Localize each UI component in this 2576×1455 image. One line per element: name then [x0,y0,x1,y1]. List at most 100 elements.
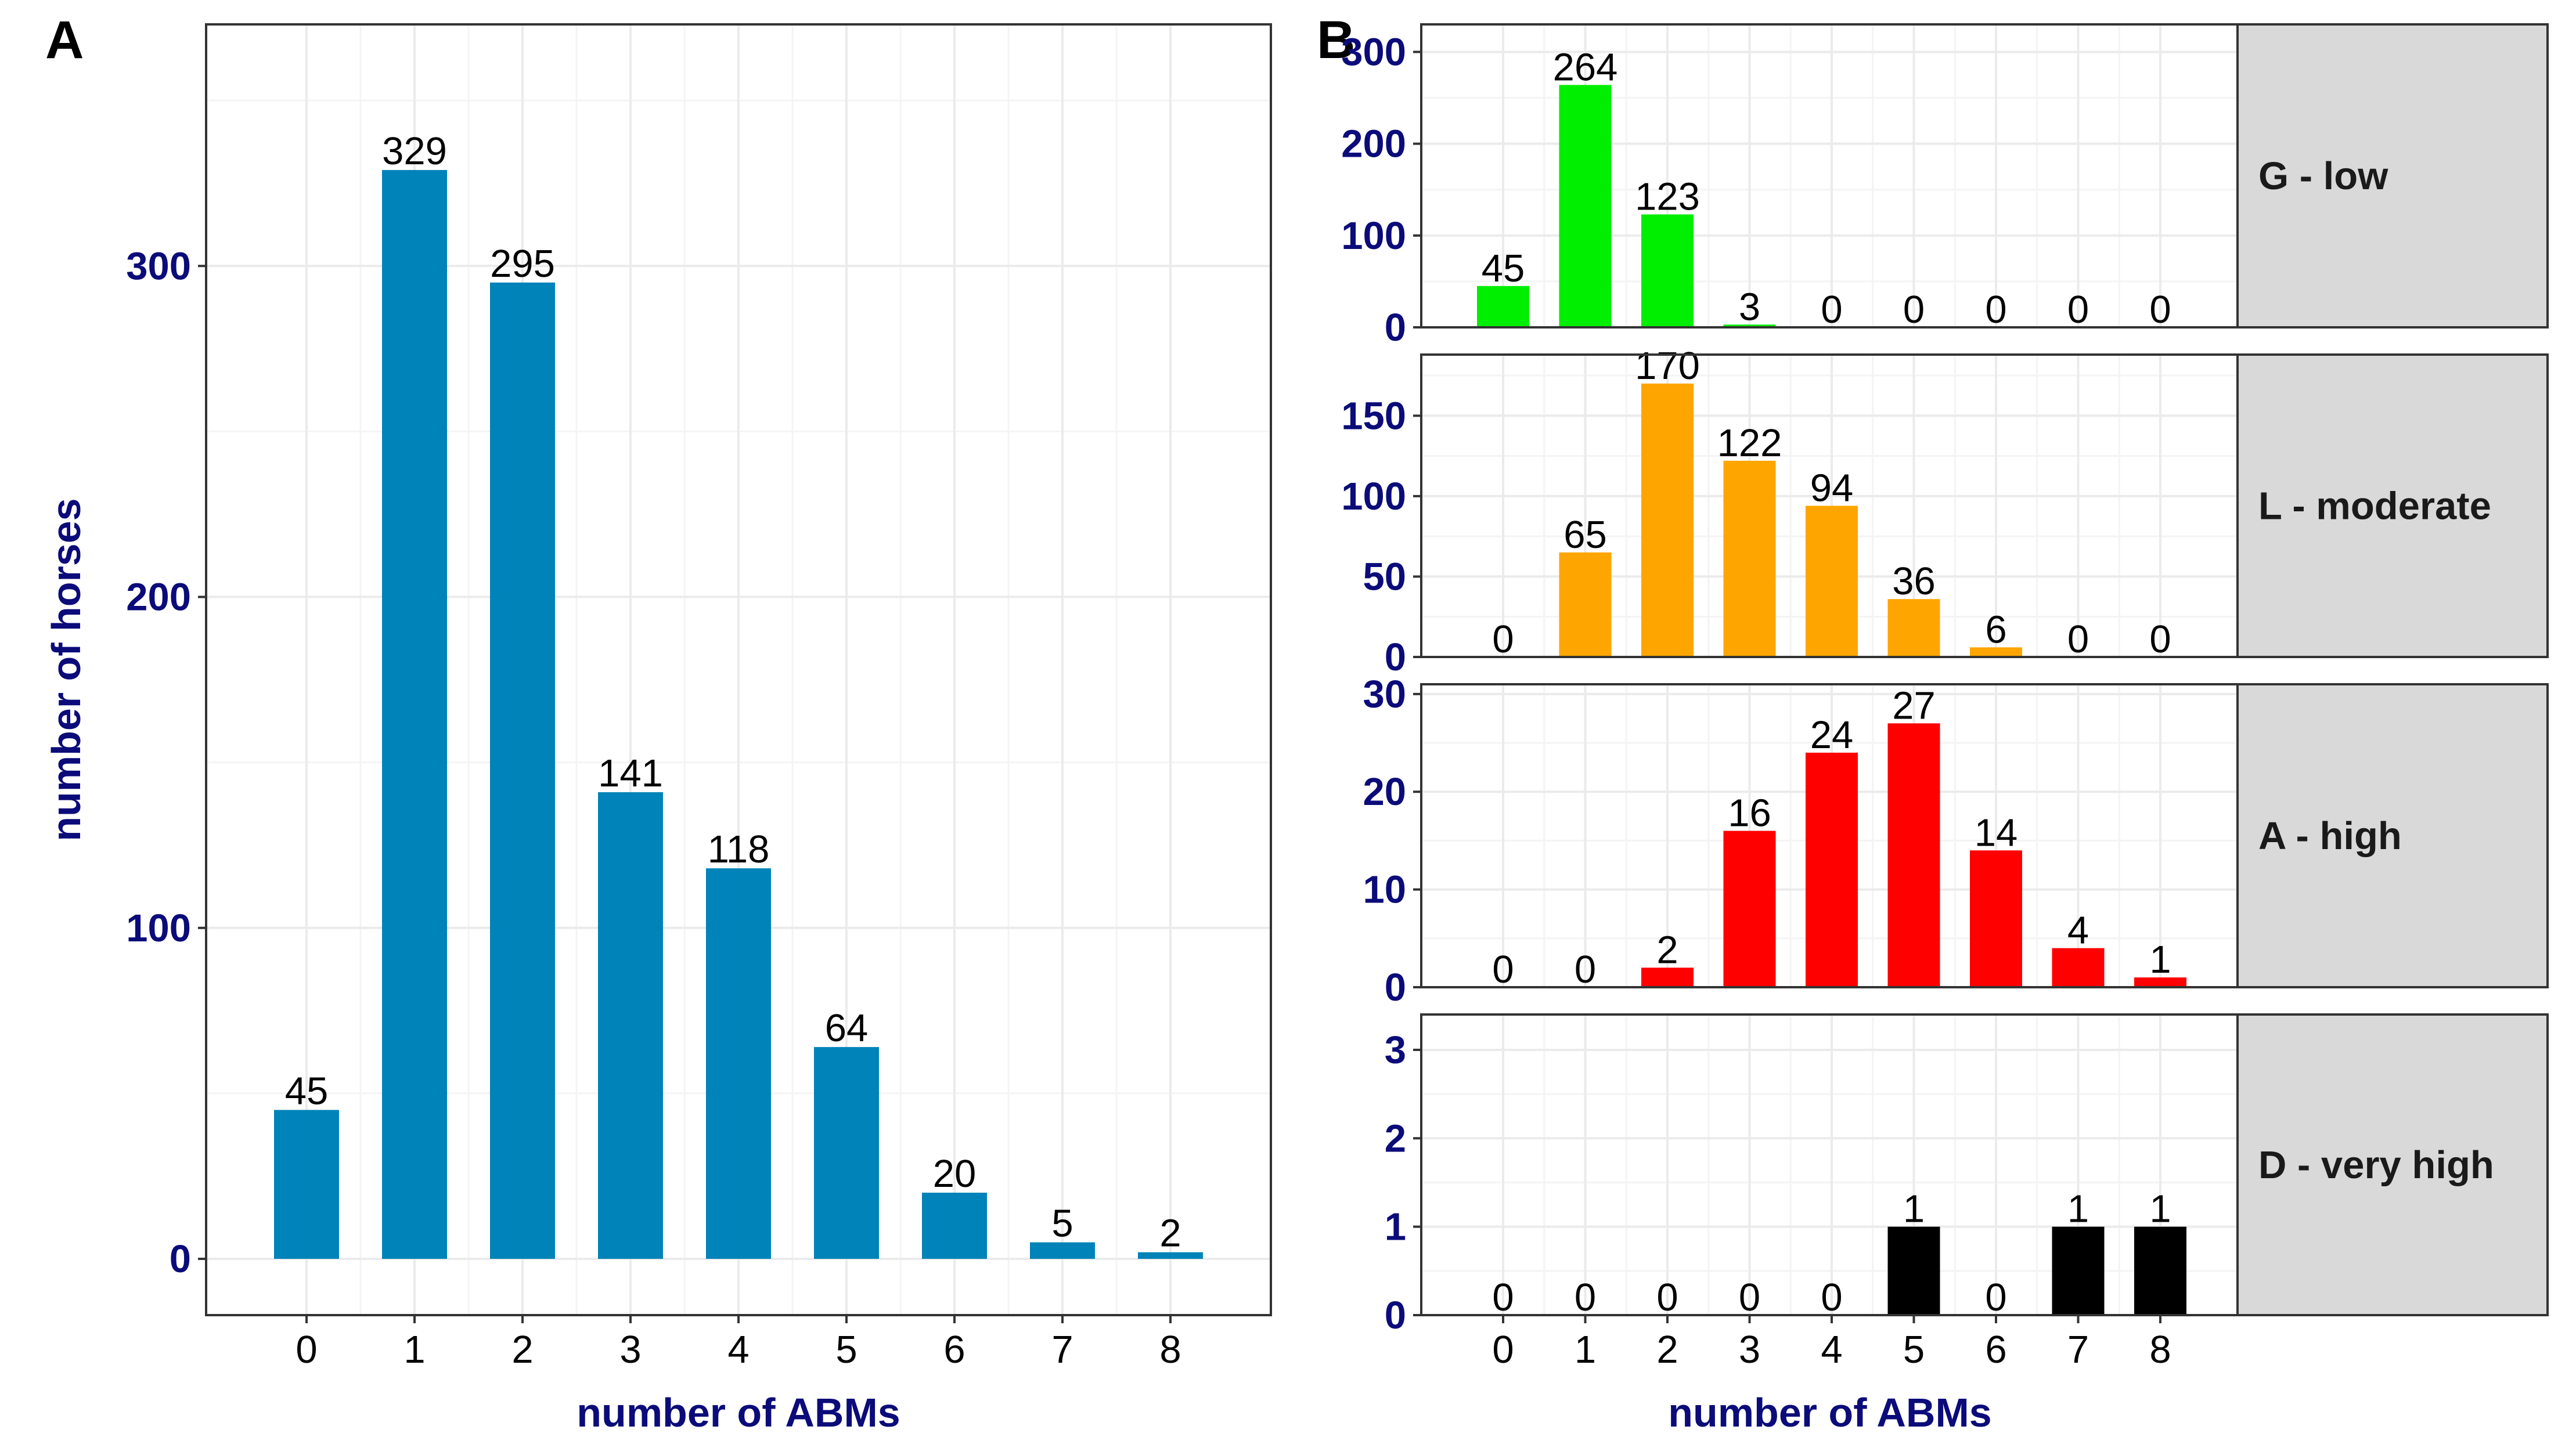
panel-b-y-tick-label: 200 [1341,122,1406,166]
panel-b-bar-label: 0 [2149,288,2171,331]
panel-b-label: B [1317,10,1355,70]
panel-b-bar-label: 94 [1810,467,1854,510]
panel-b-x-tick-label: 6 [1985,1328,2006,1371]
panel-b-bar-label: 0 [1492,618,1514,661]
panel-a-x-tick-label: 2 [511,1328,533,1371]
panel-b-facet-strip-label: L - moderate [2258,485,2491,528]
panel-b-bar-label: 0 [1821,1276,1842,1319]
panel-b-facet: 0 50 100 150 0 65 170 122 94 36 6 0 0 L - moderate [1341,344,2549,679]
panel-b-bar-label: 0 [2149,618,2171,661]
panel-a-x-tick-label: 6 [943,1328,965,1371]
panel-b-bar-label: 0 [1985,288,2006,331]
panel-a-bars [274,169,1203,1259]
panel-b-bar-label: 0 [1492,1276,1514,1319]
panel-a-x-tick-label: 1 [403,1328,425,1371]
panel-b-bar-label: 16 [1728,792,1771,835]
panel-b-bar-label: 24 [1810,713,1854,757]
panel-b-bar-label: 3 [1739,285,1760,328]
panel-b-facet: 0 10 20 30 0 0 2 16 24 27 14 4 1 A - high [1363,673,2549,1009]
panel-b-bar [1559,85,1612,327]
panel-b-bar-label: 0 [1575,1276,1596,1319]
panel-b-bar [2052,1226,2105,1315]
panel-b-bar [1887,723,1940,987]
panel-b-bar [1641,214,1694,327]
panel-b-y-tick-label: 0 [1385,636,1406,679]
panel-b-y-tick-label: 10 [1363,868,1406,912]
panel-b-bar-label: 27 [1892,684,1936,727]
panel-a-bar [598,792,663,1259]
panel-b-x-tick-label: 2 [1656,1328,1678,1371]
panel-b-y-tick-label: 0 [1385,1294,1406,1337]
panel-b-x-tick-label: 0 [1492,1328,1514,1371]
panel-a-bar [814,1047,879,1259]
panel-a-x-tick-label: 0 [296,1328,317,1371]
panel-a-bar-label: 5 [1051,1202,1073,1245]
panel-a-bar-label: 20 [933,1152,977,1196]
panel-a-bar [1138,1252,1203,1259]
panel-a-y-axis: 0 100 200 300 [126,244,206,1281]
panel-b-bar-label: 6 [1985,608,2006,651]
panel-a-y-tick-label: 300 [126,244,191,288]
panel-a-bar-label: 64 [825,1006,869,1050]
panel-a-x-tick-label: 3 [619,1328,641,1371]
panel-b-bar [1806,506,1858,657]
panel-b-bar-label: 264 [1553,45,1618,89]
panel-a-x-tick-label: 8 [1159,1328,1181,1371]
panel-b-bar-label: 4 [2067,909,2089,952]
panel-b-bar-label: 123 [1635,175,1700,218]
panel-b-x-tick-label: 7 [2067,1328,2089,1371]
panel-b-facet-strip-label: A - high [2258,814,2402,858]
panel-a-data-labels: 45 329 295 141 118 64 20 5 2 [285,129,1181,1255]
panel-b-bar-label: 0 [1903,288,1925,331]
panel-b-bar [1970,647,2022,657]
panel-a-x-tick-label: 5 [835,1328,857,1371]
panel-b-bar [1887,1226,1940,1315]
panel-a-bar [490,282,555,1259]
panel-a-y-tick-label: 100 [126,907,191,950]
panel-b-bar-label: 1 [2149,1187,2171,1231]
panel-b-x-tick-label: 4 [1821,1328,1842,1371]
panel-b-bar-label: 0 [2067,288,2089,331]
panel-b-bar-label: 122 [1717,421,1782,465]
panel-a-bar [382,169,447,1259]
panel-b-bar-label: 1 [2149,938,2171,981]
panel-b-y-tick-label: 0 [1385,306,1406,349]
panel-b-y-tick-label: 0 [1385,966,1406,1009]
panel-b-x-tick-label: 8 [2149,1328,2171,1371]
panel-b-bar-label: 0 [1656,1276,1678,1319]
panel-a-bar-label: 45 [285,1069,329,1113]
panel-b-y-tick-label: 150 [1341,394,1406,438]
panel-a-bar-label: 295 [490,242,555,286]
panel-a-bar [706,868,771,1259]
panel-b-bar-label: 1 [1903,1187,1925,1231]
panel-b-y-tick-label: 20 [1363,770,1406,814]
panel-a-y-tick-label: 0 [170,1237,191,1281]
panel-b-y-tick-label: 100 [1341,475,1406,518]
panel-a-bar-label: 2 [1159,1212,1181,1255]
panel-b-y-tick-label: 3 [1385,1028,1406,1072]
panel-a-x-tick-label: 4 [727,1328,749,1371]
panel-a-label: A [45,10,84,70]
panel-b-y-tick-label: 300 [1341,30,1406,74]
panel-a-y-axis-title: number of horses [44,498,89,841]
panel-b-bar [2134,1226,2186,1315]
panel-a-bar-label: 118 [708,828,770,871]
panel-b-facet-strip [2236,683,2549,988]
panel-b-x-tick-label: 3 [1739,1328,1760,1371]
panel-b-bar-label: 1 [2067,1187,2089,1231]
panel-b-bar-label: 0 [2067,618,2089,661]
panel-a-y-tick-label: 200 [126,576,191,619]
panel-a-bar [1030,1242,1095,1259]
panel-b-bar [2052,948,2105,987]
panel-b-bar [1723,831,1776,987]
panel-a-bar [274,1110,339,1259]
panel-b-bar-label: 45 [1482,247,1525,290]
panel-a-bar-label: 329 [382,129,447,173]
panel-b-bar-label: 170 [1635,344,1700,388]
panel-b-facet-strip [2236,23,2549,328]
panel-b-bar-label: 2 [1656,928,1678,972]
panel-b-x-axis-title: number of ABMs [1668,1390,1991,1435]
